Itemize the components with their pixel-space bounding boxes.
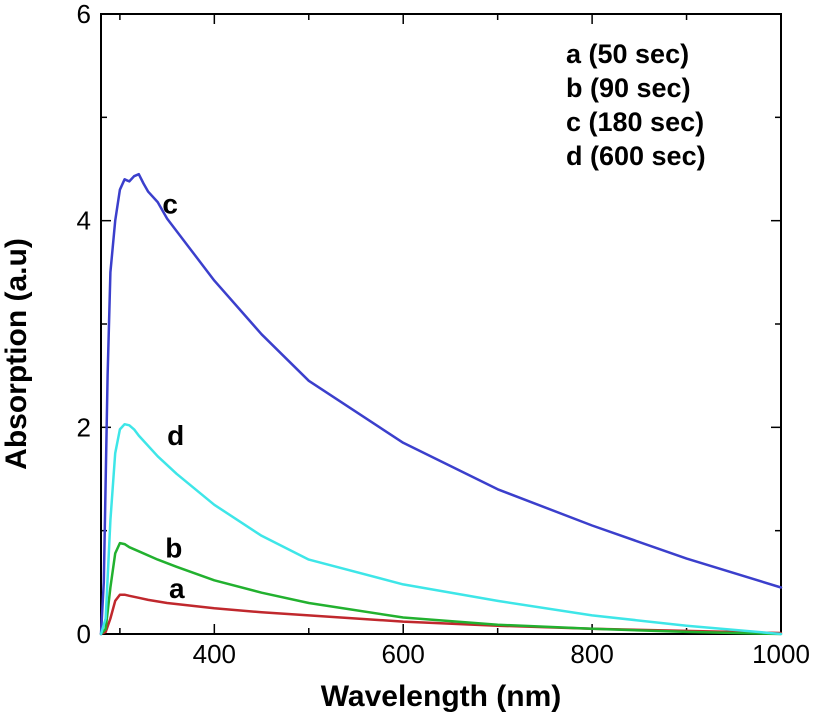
y-tick-label: 6	[77, 0, 91, 29]
y-tick-label: 0	[77, 619, 91, 649]
legend: a (50 sec) b (90 sec) c (180 sec) d (600…	[566, 39, 706, 171]
x-tick-label: 400	[193, 639, 236, 669]
series-layer	[99, 172, 783, 636]
x-tick-label: 800	[570, 639, 613, 669]
curve-label-d: d	[167, 420, 184, 451]
y-tick-label: 4	[77, 206, 91, 236]
legend-item-d: d (600 sec)	[566, 141, 706, 171]
legend-item-a: a (50 sec)	[566, 39, 689, 69]
x-tick-label: 1000	[752, 639, 810, 669]
legend-item-b: b (90 sec)	[566, 73, 691, 103]
x-axis-title: Wavelength (nm)	[321, 680, 562, 713]
series-line-b	[99, 541, 783, 636]
legend-item-c: c (180 sec)	[566, 107, 704, 137]
curve-label-b: b	[165, 533, 182, 564]
ticks-layer: 400 600 800 1000 0 2 4 6	[77, 0, 810, 669]
curve-label-c: c	[162, 188, 178, 219]
series-line-c	[99, 172, 783, 636]
series-line-d	[99, 422, 783, 636]
y-axis-title: Absorption (a.u)	[0, 238, 33, 470]
y-tick-label: 2	[77, 412, 91, 442]
series-line-a	[99, 593, 783, 636]
x-tick-label: 600	[382, 639, 425, 669]
labels-layer: c d ba	[162, 188, 185, 603]
curve-label-a: a	[169, 573, 185, 604]
